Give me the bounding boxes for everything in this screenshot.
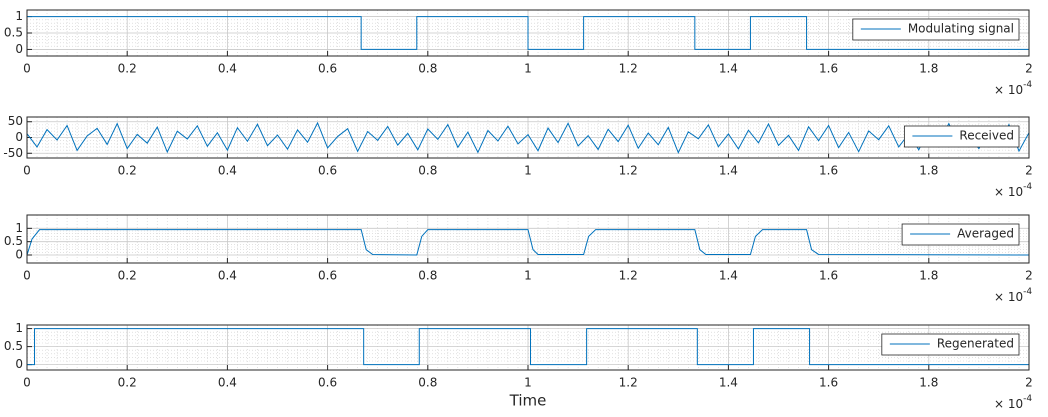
- x-tick-label: 1.6: [819, 164, 838, 178]
- legend: Averaged: [901, 223, 1020, 246]
- y-tick-label: 0.5: [4, 339, 23, 353]
- y-tick-label: 1: [15, 321, 23, 335]
- x-tick-label: 1.8: [919, 269, 938, 283]
- y-tick-label: 0: [15, 42, 23, 56]
- legend-box: [903, 125, 1020, 148]
- x-multiplier-base: × 10: [994, 397, 1023, 411]
- x-tick-label: 2: [1025, 62, 1033, 76]
- x-tick-label: 0.4: [218, 164, 237, 178]
- x-multiplier: × 10-4: [994, 80, 1032, 97]
- x-tick-label: 1.8: [919, 164, 938, 178]
- legend-label: Received: [959, 129, 1014, 143]
- x-tick-label: 0: [23, 164, 31, 178]
- x-tick-label: 1.8: [919, 376, 938, 390]
- x-tick-label: 1: [524, 164, 532, 178]
- y-tick-label: 1: [15, 9, 23, 23]
- y-tick-label: 50: [8, 114, 23, 128]
- x-tick-label: 0.6: [318, 269, 337, 283]
- x-tick-label: 2: [1025, 269, 1033, 283]
- x-tick-label: 1: [524, 62, 532, 76]
- x-tick-label: 1.8: [919, 62, 938, 76]
- x-tick-label: 1.2: [619, 164, 638, 178]
- x-tick-label: 1.4: [719, 269, 738, 283]
- x-multiplier: × 10-4: [994, 287, 1032, 304]
- data-line: [26, 229, 1030, 256]
- x-tick-label: 1.4: [719, 376, 738, 390]
- legend-box: [852, 18, 1020, 41]
- x-multiplier-base: × 10: [994, 290, 1023, 304]
- axes-box: [26, 116, 1030, 159]
- x-tick-label: 1.2: [619, 269, 638, 283]
- x-multiplier-exponent: -4: [1023, 394, 1032, 404]
- x-multiplier-exponent: -4: [1023, 80, 1032, 90]
- x-tick-label: 0.2: [118, 269, 137, 283]
- y-tick-label: 0: [15, 357, 23, 371]
- x-tick-label: 1.6: [819, 62, 838, 76]
- x-tick-label: 0: [23, 269, 31, 283]
- axes-box: [26, 214, 1030, 264]
- x-tick-label: 0.2: [118, 62, 137, 76]
- legend-label: Regenerated: [937, 337, 1014, 351]
- x-multiplier-exponent: -4: [1023, 182, 1032, 192]
- x-tick-label: 0.6: [318, 62, 337, 76]
- x-tick-label: 0.8: [418, 62, 437, 76]
- x-tick-label: 0.6: [318, 376, 337, 390]
- x-tick-label: 1.4: [719, 62, 738, 76]
- x-tick-label: 0.6: [318, 164, 337, 178]
- x-axis-label: Time: [509, 392, 547, 410]
- x-tick-label: 1.6: [819, 269, 838, 283]
- legend: Modulating signal: [852, 18, 1020, 41]
- data-line: [27, 328, 1029, 366]
- x-tick-label: 0.4: [218, 376, 237, 390]
- legend: Regenerated: [881, 333, 1020, 356]
- legend-label: Modulating signal: [908, 22, 1014, 36]
- x-multiplier-exponent: -4: [1023, 287, 1032, 297]
- x-tick-label: 0.4: [218, 269, 237, 283]
- y-tick-label: 0.5: [4, 26, 23, 40]
- x-tick-label: 1.4: [719, 164, 738, 178]
- legend-box: [901, 223, 1020, 246]
- data-line: [26, 121, 1030, 154]
- y-tick-label: 0: [15, 130, 23, 144]
- legend: Received: [903, 125, 1020, 148]
- x-tick-label: 2: [1025, 376, 1033, 390]
- x-tick-label: 0: [23, 62, 31, 76]
- x-multiplier-base: × 10: [994, 83, 1023, 97]
- x-multiplier: × 10-4: [994, 182, 1032, 199]
- x-tick-label: 0.8: [418, 376, 437, 390]
- x-multiplier-base: × 10: [994, 185, 1023, 199]
- x-tick-label: 1: [524, 269, 532, 283]
- x-tick-label: 0.8: [418, 269, 437, 283]
- axes-box: [26, 9, 1030, 57]
- x-multiplier: × 10-4: [994, 394, 1032, 411]
- axes-box: [26, 324, 1030, 371]
- x-tick-label: 0.8: [418, 164, 437, 178]
- x-tick-label: 0.4: [218, 62, 237, 76]
- x-tick-label: 1.6: [819, 376, 838, 390]
- x-tick-label: 1.2: [619, 376, 638, 390]
- y-tick-label: 0.5: [4, 234, 23, 248]
- x-tick-label: 0.2: [118, 376, 137, 390]
- y-tick-label: -50: [3, 146, 23, 160]
- legend-box: [881, 333, 1020, 356]
- data-line: [27, 16, 1029, 50]
- x-tick-label: 2: [1025, 164, 1033, 178]
- x-tick-label: 0.2: [118, 164, 137, 178]
- x-tick-label: 0: [23, 376, 31, 390]
- x-tick-label: 1: [524, 376, 532, 390]
- y-tick-label: 0: [15, 248, 23, 262]
- legend-label: Averaged: [957, 227, 1014, 241]
- x-tick-label: 1.2: [619, 62, 638, 76]
- y-tick-label: 1: [15, 221, 23, 235]
